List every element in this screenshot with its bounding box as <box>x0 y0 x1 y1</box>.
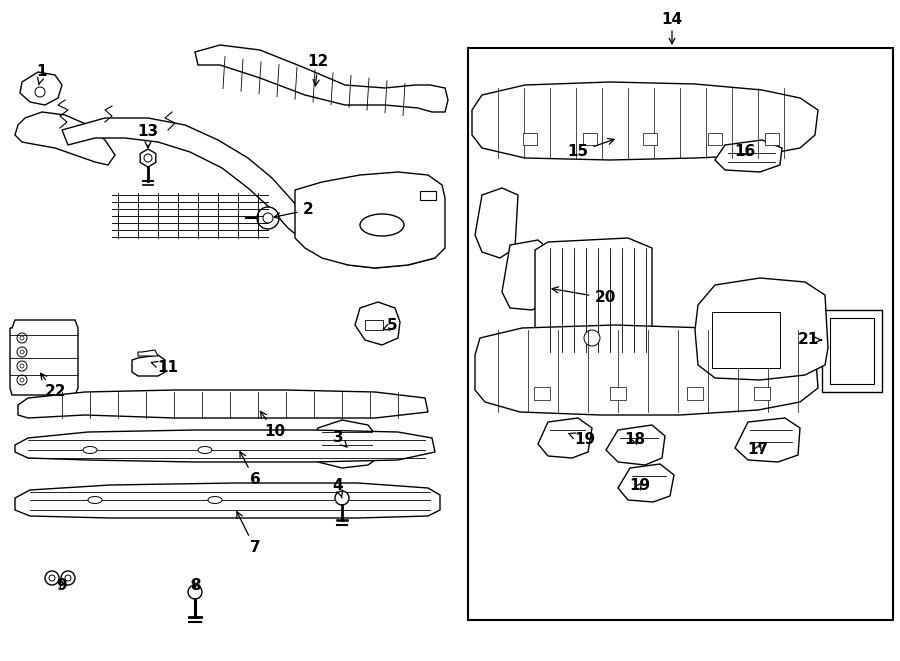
Text: 15: 15 <box>567 139 614 159</box>
Polygon shape <box>20 72 62 105</box>
Polygon shape <box>618 464 674 502</box>
Polygon shape <box>502 240 552 310</box>
Text: 16: 16 <box>734 145 756 159</box>
Polygon shape <box>15 430 435 462</box>
Text: 17: 17 <box>747 442 769 457</box>
Polygon shape <box>15 112 115 165</box>
Bar <box>830 318 874 384</box>
Bar <box>822 310 882 392</box>
Bar <box>643 133 657 145</box>
Text: 6: 6 <box>240 451 260 488</box>
Circle shape <box>20 378 24 382</box>
Text: 3: 3 <box>333 430 347 447</box>
Text: 7: 7 <box>237 512 260 555</box>
Text: 12: 12 <box>308 54 328 86</box>
Circle shape <box>17 333 27 343</box>
Circle shape <box>17 375 27 385</box>
Polygon shape <box>695 278 828 380</box>
Bar <box>583 133 597 145</box>
Circle shape <box>188 585 202 599</box>
Polygon shape <box>195 45 448 112</box>
Bar <box>468 48 893 620</box>
Circle shape <box>20 336 24 340</box>
Circle shape <box>257 207 279 229</box>
Circle shape <box>20 364 24 368</box>
Circle shape <box>17 361 27 371</box>
Text: 1: 1 <box>37 65 47 85</box>
Polygon shape <box>132 355 165 376</box>
Polygon shape <box>606 425 665 465</box>
Polygon shape <box>15 483 440 518</box>
Polygon shape <box>295 172 445 268</box>
Text: 20: 20 <box>552 287 616 305</box>
Text: 19: 19 <box>569 432 596 447</box>
Circle shape <box>49 575 55 581</box>
Ellipse shape <box>198 446 212 453</box>
Text: 5: 5 <box>383 319 397 334</box>
Circle shape <box>335 491 349 505</box>
Polygon shape <box>18 390 428 418</box>
Text: 19: 19 <box>629 477 651 492</box>
Text: 18: 18 <box>625 432 645 447</box>
Polygon shape <box>355 302 400 345</box>
Polygon shape <box>308 420 382 468</box>
Circle shape <box>17 347 27 357</box>
Circle shape <box>61 571 75 585</box>
Circle shape <box>20 350 24 354</box>
Circle shape <box>584 330 600 346</box>
Polygon shape <box>472 82 818 160</box>
Circle shape <box>144 154 152 162</box>
Circle shape <box>45 571 59 585</box>
Bar <box>708 133 722 145</box>
Text: 14: 14 <box>662 13 682 28</box>
Text: 10: 10 <box>260 411 285 440</box>
Bar <box>365 320 383 330</box>
Ellipse shape <box>88 496 102 504</box>
Circle shape <box>65 575 71 581</box>
Text: 11: 11 <box>151 360 178 375</box>
Text: 21: 21 <box>797 332 822 348</box>
Text: 4: 4 <box>333 477 343 498</box>
Text: 13: 13 <box>138 124 158 148</box>
Ellipse shape <box>360 214 404 236</box>
Bar <box>687 387 703 400</box>
Bar <box>523 133 537 145</box>
Bar <box>534 387 550 400</box>
Polygon shape <box>535 238 652 356</box>
Polygon shape <box>715 140 782 172</box>
Polygon shape <box>10 320 78 395</box>
Circle shape <box>35 87 45 97</box>
Polygon shape <box>475 325 818 415</box>
Polygon shape <box>475 188 518 258</box>
Ellipse shape <box>208 496 222 504</box>
Polygon shape <box>538 418 592 458</box>
Ellipse shape <box>83 446 97 453</box>
Text: 22: 22 <box>40 373 66 399</box>
Bar <box>610 387 626 400</box>
Text: 8: 8 <box>190 578 201 592</box>
Text: 2: 2 <box>274 202 313 219</box>
Polygon shape <box>138 350 158 356</box>
Bar <box>765 133 779 145</box>
Bar <box>712 312 780 368</box>
Circle shape <box>263 213 273 223</box>
Bar <box>754 387 770 400</box>
Text: 9: 9 <box>57 578 68 592</box>
Polygon shape <box>735 418 800 462</box>
Bar <box>420 191 436 200</box>
Polygon shape <box>140 149 156 167</box>
Polygon shape <box>62 118 440 268</box>
